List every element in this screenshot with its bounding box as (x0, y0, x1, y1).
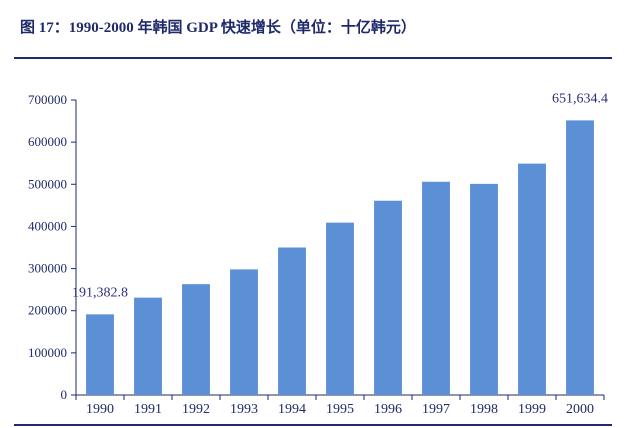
bar-1991 (134, 297, 162, 395)
bars (86, 120, 594, 396)
data-label: 651,634.4 (552, 91, 608, 106)
x-tick-label: 1996 (374, 402, 402, 417)
y-tick-label: 0 (61, 387, 68, 402)
x-tick-label: 1994 (278, 402, 306, 417)
y-tick-label: 300000 (28, 261, 67, 276)
bar-1990 (86, 314, 114, 395)
data-labels: 191,382.8 651,634.4 (72, 91, 608, 300)
x-tick-label: 1997 (422, 402, 450, 417)
x-tick-label: 1990 (86, 402, 114, 417)
bar-1999 (518, 163, 546, 395)
bar-1994 (278, 247, 306, 395)
bar-1995 (326, 222, 354, 395)
top-rule (14, 57, 612, 59)
bar-1992 (182, 284, 210, 395)
y-tick-label: 500000 (28, 176, 67, 191)
x-tick-label: 1995 (326, 402, 354, 417)
y-axis: 0 100000 200000 300000 400000 500000 600000 700… (28, 92, 77, 402)
x-tick-label: 1993 (230, 402, 258, 417)
bar-1997 (422, 181, 450, 395)
x-tick-label: 1999 (518, 402, 546, 417)
bottom-rule (14, 424, 612, 426)
x-tick-label: 1991 (134, 402, 162, 417)
data-label: 191,382.8 (72, 285, 128, 300)
bar-1996 (374, 200, 402, 395)
y-tick-label: 100000 (28, 345, 67, 360)
bar-1998 (470, 183, 498, 395)
bar-1993 (230, 269, 258, 395)
x-tick-label: 1992 (182, 402, 210, 417)
figure-title: 图 17：1990-2000 年韩国 GDP 快速增长（单位：十亿韩元） (20, 20, 416, 36)
y-tick-label: 200000 (28, 303, 67, 318)
x-axis: 1990 1991 1992 1993 1994 1995 1996 1997 1998 1999… (75, 394, 605, 417)
bar-2000 (566, 120, 594, 396)
x-tick-label: 1998 (470, 402, 498, 417)
x-tick-label: 2000 (566, 402, 594, 417)
y-tick-label: 400000 (28, 218, 67, 233)
y-tick-label: 700000 (28, 92, 67, 107)
y-tick-label: 600000 (28, 134, 67, 149)
